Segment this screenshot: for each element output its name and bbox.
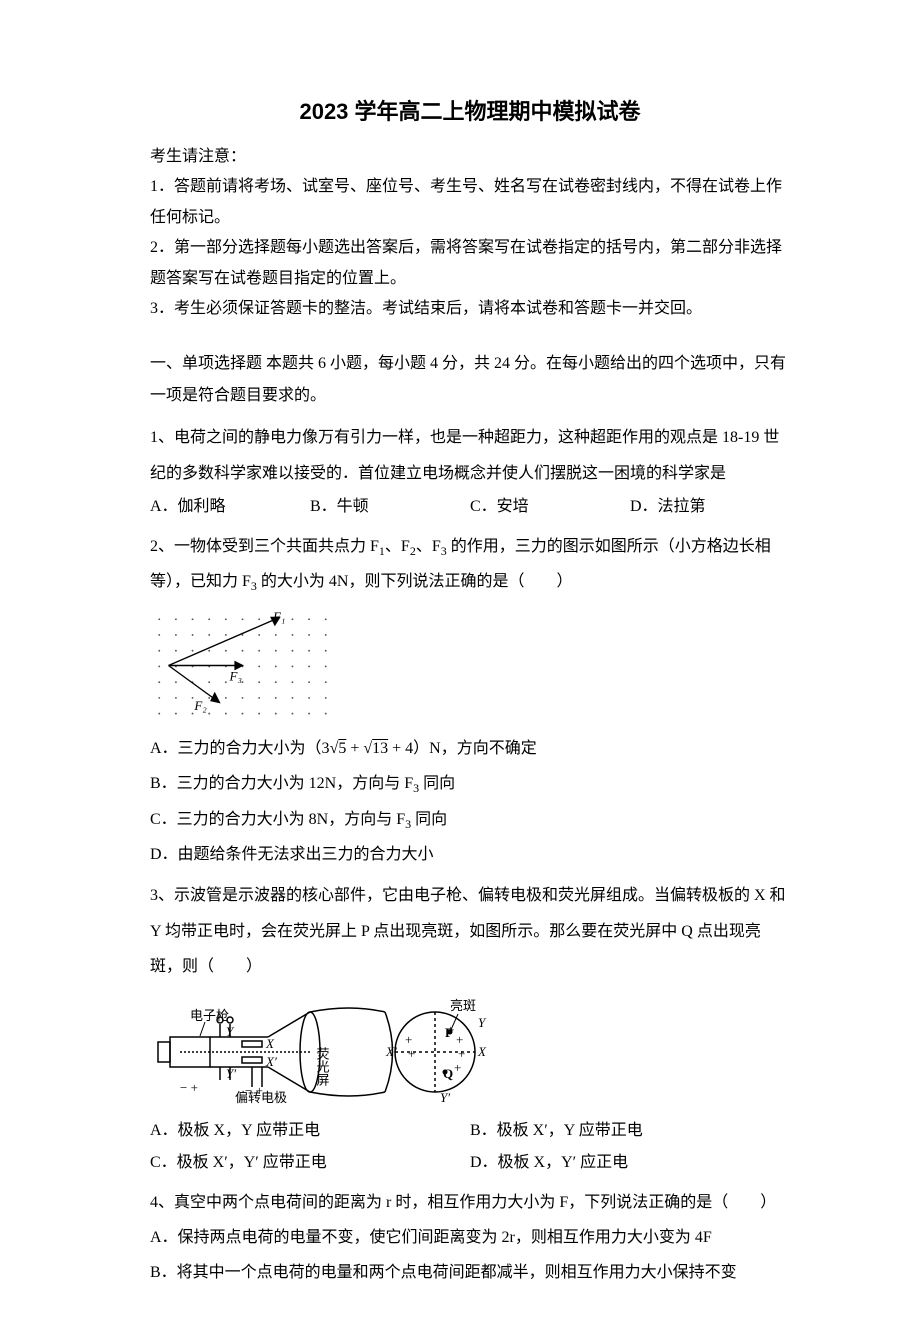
instruction-2: 2．第一部分选择题每小题选出答案后，需将答案写在试卷指定的括号内，第二部分非选择…	[150, 233, 790, 294]
q1-options: A．伽利略 B．牛顿 C．安培 D．法拉第	[150, 491, 790, 523]
q3-row2: C．极板 X′，Y′ 应带正电 D．极板 X，Y′ 应正电	[150, 1147, 790, 1179]
q1-opt-c: C．安培	[470, 491, 630, 523]
q2-opt-d: D．由题给条件无法求出三力的合力大小	[150, 837, 790, 872]
svg-text:X′: X′	[385, 1044, 397, 1059]
svg-text:Y′: Y′	[440, 1090, 450, 1105]
q3-opt-d: D．极板 X，Y′ 应正电	[470, 1147, 790, 1179]
q2-opt-a: A．三力的合力大小为（3√5 + √13 + 4）N，方向不确定	[150, 731, 790, 766]
svg-text:− +: − +	[245, 1083, 263, 1098]
q4-opt-b: B．将其中一个点电荷的电量和两个点电荷间距都减半，则相互作用力大小保持不变	[150, 1255, 790, 1290]
svg-text:+: +	[454, 1060, 461, 1075]
svg-text:+: +	[408, 1046, 415, 1061]
q4-opt-a: A．保持两点电荷的电量不变，使它们间距离变为 2r，则相互作用力大小变为 4F	[150, 1220, 790, 1255]
q1-text: 1、电荷之间的静电力像万有引力一样，也是一种超距力，这种超距作用的观点是 18-…	[150, 420, 790, 490]
svg-text:X: X	[477, 1044, 487, 1059]
q1-opt-a: A．伽利略	[150, 491, 310, 523]
svg-text:F₂: F₂	[193, 698, 207, 713]
q2-opt-c: C．三力的合力大小为 8N，方向与 F3 同向	[150, 802, 790, 838]
svg-text:+: +	[447, 1022, 454, 1037]
instruction-1: 1．答题前请将考场、试室号、座位号、考生号、姓名写在试卷密封线内，不得在试卷上作…	[150, 172, 790, 233]
q3-text: 3、示波管是示波器的核心部件，它由电子枪、偏转电极和荧光屏组成。当偏转极板的 X…	[150, 878, 790, 984]
q1-opt-d: D．法拉第	[630, 491, 790, 523]
question-3: 3、示波管是示波器的核心部件，它由电子枪、偏转电极和荧光屏组成。当偏转极板的 X…	[150, 878, 790, 1179]
q3-opt-a: A．极板 X，Y 应带正电	[150, 1115, 470, 1147]
svg-text:F₁: F₁	[272, 609, 285, 624]
q1-opt-b: B．牛顿	[310, 491, 470, 523]
q2-figure: F₁ F₃ F₂	[150, 608, 790, 723]
instructions-block: 考生请注意： 1．答题前请将考场、试室号、座位号、考生号、姓名写在试卷密封线内，…	[150, 142, 790, 324]
q3-opt-b: B．极板 X′，Y 应带正电	[470, 1115, 790, 1147]
svg-text:Y: Y	[478, 1015, 487, 1030]
section1-intro: 一、单项选择题 本题共 6 小题，每小题 4 分，共 24 分。在每小题给出的四…	[150, 348, 790, 412]
svg-text:F₃: F₃	[229, 668, 242, 683]
q3-figure: 电子枪 Y Y′ X X′ 偏转电极 荧光屏 亮斑 P Q Y X X′ Y′ …	[150, 992, 790, 1107]
q2-text: 2、一物体受到三个共面共点力 F1、F2、F3 的作用，三力的图示如图所示（小方…	[150, 529, 790, 600]
exam-title: 2023 学年高二上物理期中模拟试卷	[150, 90, 790, 134]
svg-text:X: X	[265, 1036, 275, 1051]
q2-opt-b: B．三力的合力大小为 12N，方向与 F3 同向	[150, 766, 790, 802]
question-2: 2、一物体受到三个共面共点力 F1、F2、F3 的作用，三力的图示如图所示（小方…	[150, 529, 790, 873]
svg-text:电子枪: 电子枪	[190, 1008, 229, 1023]
svg-text:荧光屏: 荧光屏	[315, 1047, 330, 1086]
svg-text:+: +	[458, 1046, 465, 1061]
instructions-heading: 考生请注意：	[150, 142, 790, 172]
question-4: 4、真空中两个点电荷间的距离为 r 时，相互作用力大小为 F，下列说法正确的是（…	[150, 1185, 790, 1291]
q4-text: 4、真空中两个点电荷间的距离为 r 时，相互作用力大小为 F，下列说法正确的是（…	[150, 1185, 790, 1220]
q3-row1: A．极板 X，Y 应带正电 B．极板 X′，Y 应带正电	[150, 1115, 790, 1147]
svg-text:X′: X′	[265, 1054, 277, 1069]
question-1: 1、电荷之间的静电力像万有引力一样，也是一种超距力，这种超距作用的观点是 18-…	[150, 420, 790, 522]
svg-text:+: +	[456, 1032, 463, 1047]
q3-opt-c: C．极板 X′，Y′ 应带正电	[150, 1147, 470, 1179]
svg-text:Y′: Y′	[226, 1066, 236, 1081]
svg-text:+: +	[405, 1032, 412, 1047]
svg-text:− +: − +	[180, 1080, 198, 1095]
svg-text:亮斑: 亮斑	[450, 998, 476, 1013]
instruction-3: 3．考生必须保证答题卡的整洁。考试结束后，请将本试卷和答题卡一并交回。	[150, 294, 790, 324]
